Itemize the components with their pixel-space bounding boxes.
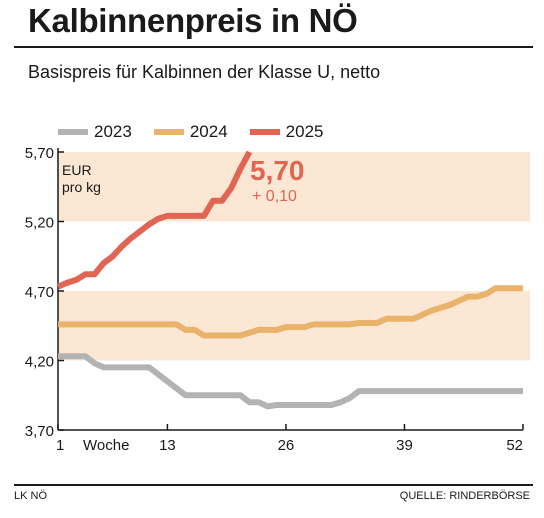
- series-lines: [56, 150, 523, 410]
- legend-label-2024: 2024: [189, 122, 228, 141]
- y-tick-label: 5,70: [25, 145, 54, 162]
- chart-title: Kalbinnenpreis in NÖ: [28, 2, 358, 39]
- legend-item-2024: 2024: [153, 122, 228, 142]
- axes: [57, 148, 524, 431]
- x-tick-label: 26: [278, 437, 295, 454]
- y-tick-label: 4,20: [25, 354, 54, 371]
- series-line-2023: [58, 353, 523, 410]
- x-axis-label: Woche: [83, 437, 129, 454]
- top-divider: [14, 46, 533, 48]
- x-tick-label: 13: [159, 437, 176, 454]
- tick-labels: 5,70 5,20 4,70 4,20 3,701 13 26 39 52 Woche: [25, 145, 523, 454]
- legend-label-2025: 2025: [285, 122, 324, 141]
- value-change-annotation: + 0,10: [252, 188, 297, 205]
- legend-swatch-2023: [58, 129, 88, 135]
- legend-swatch-2025: [249, 129, 280, 135]
- legend-swatch-2024: [153, 129, 184, 135]
- y-tick-label: 5,20: [25, 215, 54, 232]
- legend: 2023 2024 2025: [58, 122, 345, 142]
- y-unit-label-line2: pro kg: [62, 179, 101, 195]
- legend-label-2023: 2023: [94, 122, 132, 141]
- x-tick-label: 39: [396, 437, 413, 454]
- y-tick-label: 4,70: [25, 284, 54, 301]
- x-tick-label: 52: [506, 437, 523, 454]
- series-line-2025: [56, 150, 253, 290]
- x-tick-label: 1: [56, 437, 64, 454]
- footer-source-left: LK NÖ: [14, 490, 48, 502]
- series-line-2024: [58, 285, 523, 339]
- chart-subtitle: Basispreis für Kalbinnen der Klasse U, n…: [28, 62, 381, 82]
- y-unit-label-line1: EUR: [62, 162, 92, 178]
- legend-item-2023: 2023: [58, 122, 132, 142]
- footer-source-right: QUELLE: RINDERBÖRSE: [399, 490, 530, 502]
- legend-item-2025: 2025: [249, 122, 324, 142]
- bottom-divider: [14, 484, 533, 486]
- current-value-annotation: 5,70: [250, 155, 305, 186]
- y-tick-label: 3,70: [25, 423, 54, 440]
- shaded-band-0: [58, 152, 530, 222]
